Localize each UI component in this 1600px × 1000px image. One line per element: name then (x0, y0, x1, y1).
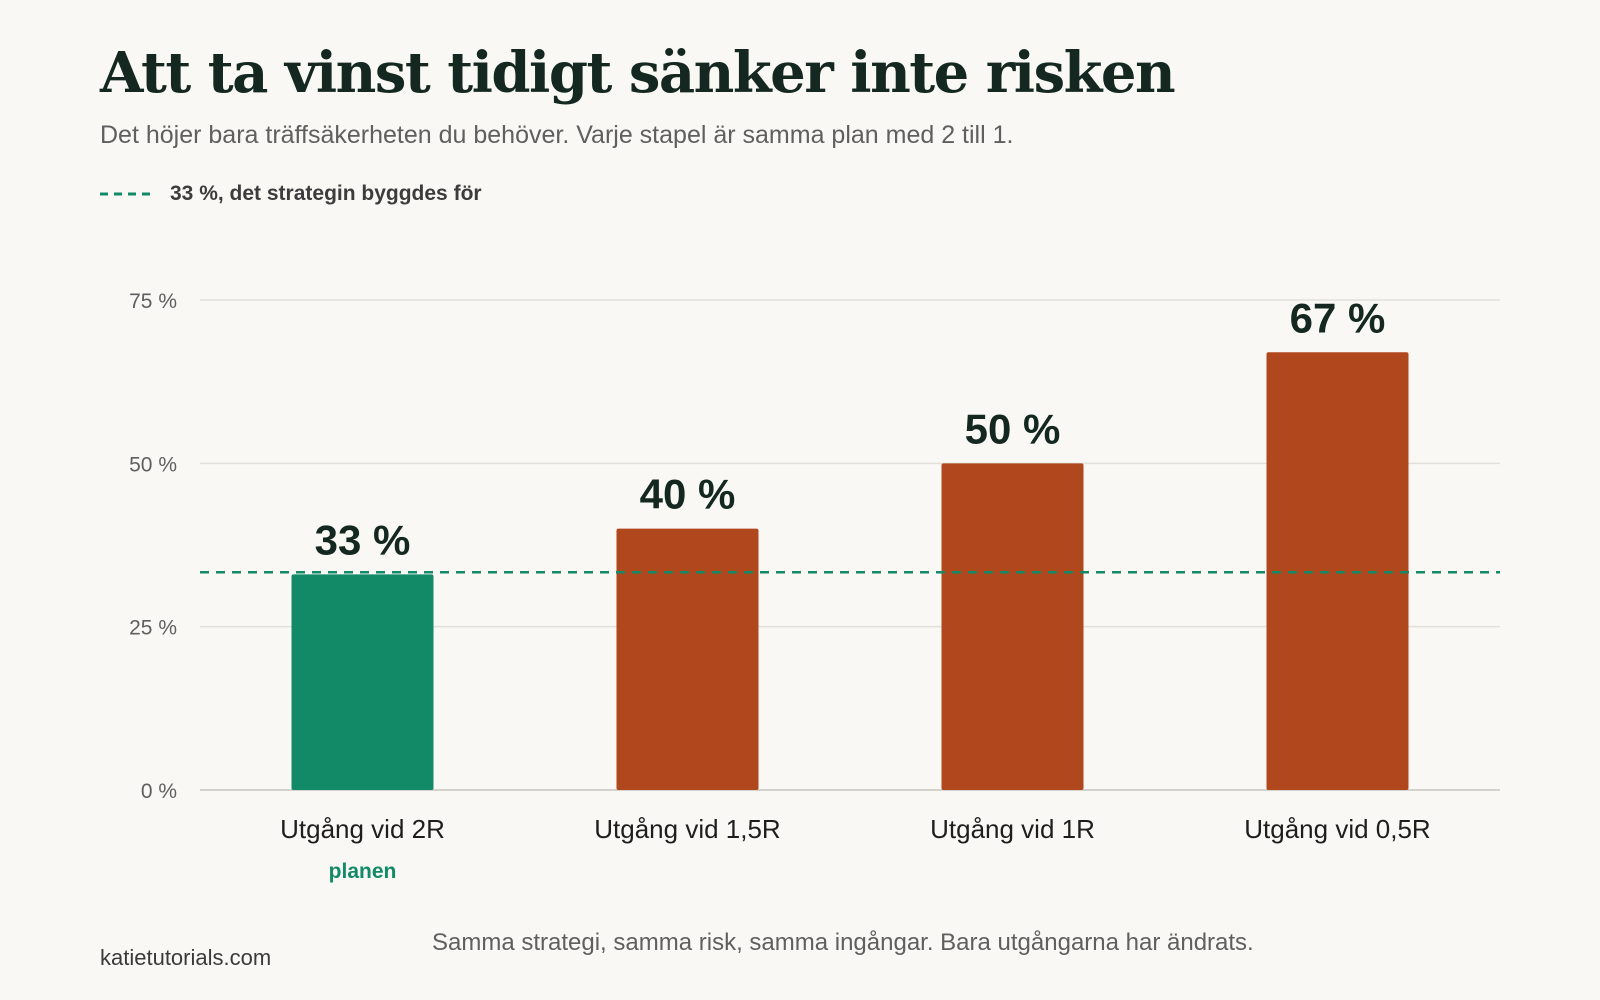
bar-value-label: 33 % (315, 516, 411, 563)
chart-subtitle: Det höjer bara träffsäkerheten du behöve… (100, 121, 1014, 149)
bar-chart: 0 % 25 % 50 % 75 % 33 % Utgång vid 2R planen 40… (129, 290, 1500, 883)
bar (291, 574, 434, 790)
y-tick-label: 75 % (129, 290, 177, 313)
y-tick-label: 50 % (129, 453, 177, 476)
x-category-label: Utgång vid 2R (280, 814, 445, 844)
x-category-label: Utgång vid 0,5R (1244, 814, 1430, 844)
legend-reference-label: 33 %, det strategin byggdes för (170, 182, 482, 205)
bar (941, 463, 1084, 790)
x-category-label: Utgång vid 1,5R (594, 814, 780, 844)
chart-title: Att ta vinst tidigt sänker inte risken (100, 40, 1176, 106)
source-credit: katietutorials.com (100, 945, 272, 970)
legend-dashed-line-swatch (100, 192, 152, 196)
bar-value-label: 67 % (1290, 294, 1386, 341)
bar-value-label: 50 % (965, 405, 1061, 452)
x-category-label: Utgång vid 1R (930, 814, 1095, 844)
legend: 33 %, det strategin byggdes för (100, 182, 482, 206)
y-tick-label: 0 % (141, 780, 177, 803)
y-tick-label: 25 % (129, 617, 177, 640)
x-category-note: planen (329, 860, 397, 883)
bar-value-label: 40 % (640, 471, 736, 518)
bar (616, 528, 759, 790)
chart-footnote: Samma strategi, samma risk, samma ingång… (432, 929, 1254, 956)
